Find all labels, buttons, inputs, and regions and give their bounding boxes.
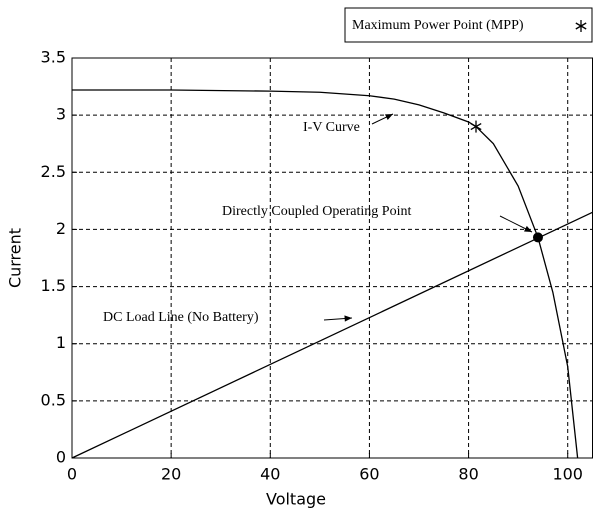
annotation: Directly Coupled Operating Point bbox=[222, 204, 411, 219]
y-tick-label: 2.5 bbox=[41, 162, 66, 181]
arrow-head bbox=[385, 114, 393, 120]
y-tick-label: 0 bbox=[56, 448, 66, 467]
line-series bbox=[72, 89, 579, 459]
y-axis-label: Current bbox=[6, 228, 25, 288]
mpp-marker bbox=[470, 120, 482, 133]
star-stroke bbox=[575, 22, 587, 30]
annotation: DC Load Line (No Battery) bbox=[103, 310, 259, 325]
y-tick-label: 1.5 bbox=[41, 276, 66, 295]
x-axis-label: Voltage bbox=[266, 490, 326, 509]
legend-symbol bbox=[575, 20, 587, 32]
x-tick-label: 0 bbox=[67, 465, 77, 484]
legend-box bbox=[344, 7, 593, 43]
legend-label: Maximum Power Point (MPP) bbox=[352, 18, 524, 33]
star-stroke bbox=[470, 123, 482, 131]
operating-point bbox=[532, 232, 543, 243]
x-tick-label: 20 bbox=[161, 465, 181, 484]
y-tick-label: 3.5 bbox=[41, 48, 66, 67]
y-tick-label: 2 bbox=[56, 219, 66, 238]
annotation: I-V Curve bbox=[303, 120, 360, 135]
x-tick-label: 40 bbox=[260, 465, 280, 484]
x-tick-label: 100 bbox=[552, 465, 583, 484]
y-tick-label: 3 bbox=[56, 105, 66, 124]
y-tick-label: 0.5 bbox=[41, 390, 66, 409]
arrow-head bbox=[344, 315, 352, 322]
line-series bbox=[71, 211, 593, 459]
x-tick-label: 80 bbox=[458, 465, 478, 484]
y-tick-label: 1 bbox=[56, 333, 66, 352]
plot-frame bbox=[71, 57, 593, 459]
x-tick-label: 60 bbox=[359, 465, 379, 484]
arrow-head bbox=[524, 225, 532, 232]
